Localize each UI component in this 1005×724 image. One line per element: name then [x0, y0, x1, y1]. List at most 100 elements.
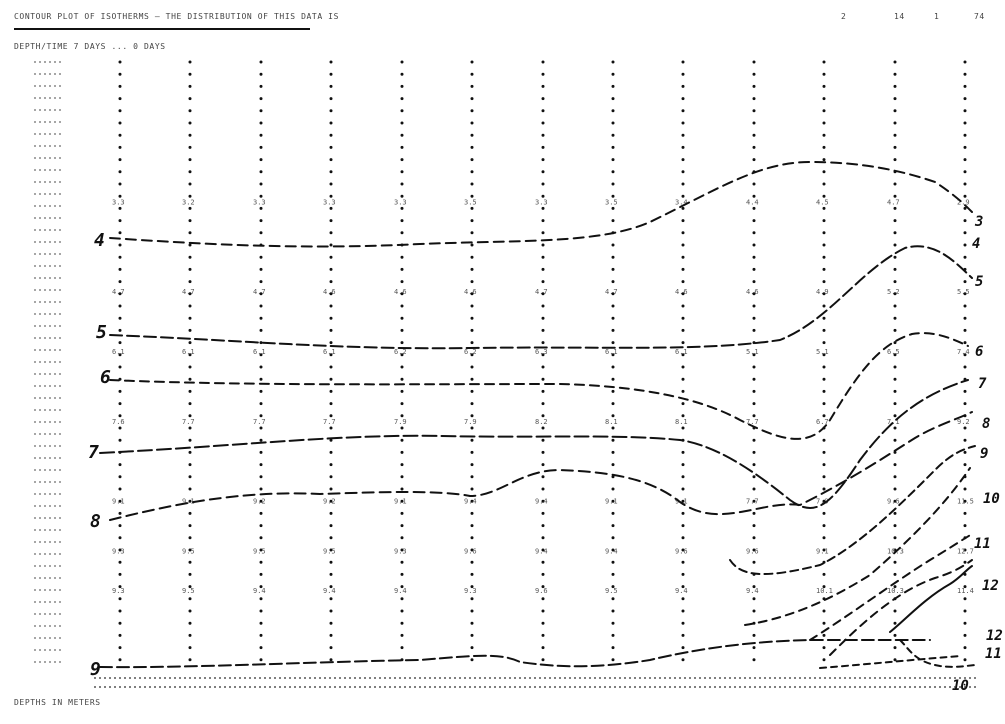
dot — [681, 536, 685, 540]
dot — [118, 133, 122, 137]
dot — [541, 304, 545, 308]
value-label: 9.1 — [816, 547, 829, 555]
value-label: 4.6 — [323, 288, 336, 296]
dot — [681, 133, 685, 137]
dot — [470, 389, 474, 393]
dot — [752, 511, 756, 515]
dot — [611, 426, 615, 430]
dot — [118, 475, 122, 479]
dot — [963, 499, 967, 503]
dot — [188, 60, 192, 64]
dot — [400, 463, 404, 467]
dot — [118, 316, 122, 320]
dot — [329, 633, 333, 637]
dot — [893, 560, 897, 564]
dot — [893, 328, 897, 332]
dot — [822, 414, 826, 418]
dot — [752, 560, 756, 564]
dot — [329, 97, 333, 101]
dot — [470, 206, 474, 210]
dot-column — [681, 60, 685, 662]
dot — [329, 84, 333, 88]
dot — [541, 646, 545, 650]
dot — [470, 426, 474, 430]
dot — [681, 621, 685, 625]
dot — [118, 658, 122, 662]
dot — [188, 463, 192, 467]
dot — [541, 170, 545, 174]
contour-label-right: 12 — [986, 628, 1003, 644]
dot — [963, 560, 967, 564]
value-label: 3.3 — [253, 199, 266, 207]
value-label: 7.1 — [887, 418, 900, 426]
dot — [681, 121, 685, 125]
header-right-label-4: 74 — [974, 12, 985, 21]
dot — [752, 414, 756, 418]
dot — [681, 145, 685, 149]
value-label: 3.5 — [464, 199, 477, 207]
value-label: 6.1 — [323, 348, 336, 356]
dot-column — [752, 60, 756, 662]
dot — [752, 97, 756, 101]
dot — [963, 316, 967, 320]
dot — [400, 633, 404, 637]
dot — [752, 548, 756, 552]
value-label: 2.9 — [957, 199, 970, 207]
dot — [400, 84, 404, 88]
dot — [118, 426, 122, 430]
value-label: 3.4 — [675, 199, 688, 207]
dot — [329, 133, 333, 137]
dot — [752, 243, 756, 247]
value-label: 4.6 — [746, 288, 759, 296]
dot — [259, 365, 263, 369]
dot — [259, 97, 263, 101]
dot — [400, 548, 404, 552]
dot — [541, 426, 545, 430]
dot — [188, 609, 192, 613]
dot — [118, 97, 122, 101]
value-label: 9.1 — [112, 498, 125, 506]
dot — [259, 158, 263, 162]
dot — [188, 194, 192, 198]
dot — [893, 121, 897, 125]
dot — [118, 389, 122, 393]
isotherm-contour — [809, 533, 973, 641]
dot — [752, 365, 756, 369]
dot — [822, 621, 826, 625]
dot — [541, 280, 545, 284]
dot — [541, 353, 545, 357]
dot — [259, 377, 263, 381]
value-label: 4.7 — [112, 288, 125, 296]
dot — [470, 536, 474, 540]
dot — [118, 84, 122, 88]
dot — [400, 438, 404, 442]
dot — [541, 267, 545, 271]
dot — [681, 609, 685, 613]
dot — [188, 170, 192, 174]
dot — [188, 389, 192, 393]
dot — [400, 560, 404, 564]
value-label: 9.4 — [464, 498, 477, 506]
value-label: 9.1 — [675, 498, 688, 506]
dot — [963, 255, 967, 259]
dot — [188, 475, 192, 479]
dot — [681, 316, 685, 320]
dot — [752, 377, 756, 381]
dot — [259, 609, 263, 613]
dot — [681, 84, 685, 88]
dot — [822, 475, 826, 479]
dot — [118, 328, 122, 332]
dot — [400, 72, 404, 76]
dot — [893, 487, 897, 491]
dot — [611, 487, 615, 491]
dot — [329, 72, 333, 76]
dot — [822, 97, 826, 101]
contour-label-left: 5 — [96, 322, 107, 343]
dot — [541, 487, 545, 491]
value-label: 9.5 — [323, 547, 336, 555]
dot — [259, 463, 263, 467]
dot — [400, 219, 404, 223]
dot — [822, 389, 826, 393]
value-label: 6.2 — [464, 348, 477, 356]
value-label: 11.4 — [957, 587, 974, 595]
